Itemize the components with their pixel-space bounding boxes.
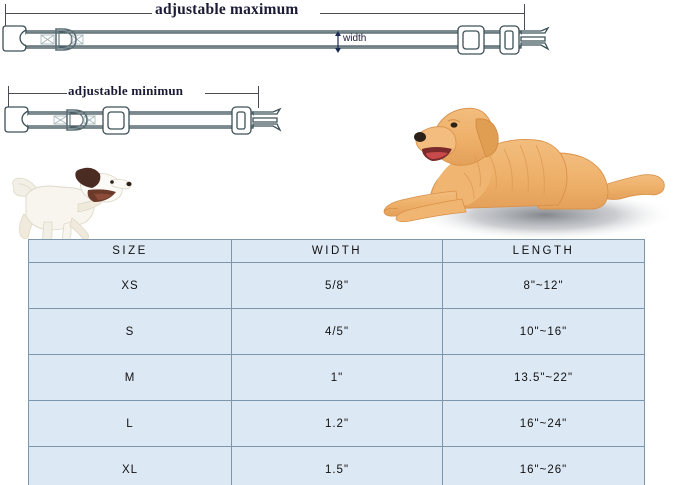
cell-width: 5/8"	[231, 262, 443, 309]
lying-golden-retriever-illustration	[370, 95, 679, 245]
size-chart-table: SIZE WIDTH LENGTH XS 5/8" 8"~12" S 4/5" …	[28, 239, 645, 485]
cell-width: 4/5"	[231, 308, 443, 355]
dim-max-line-right	[320, 13, 524, 14]
dim-min-line-left	[9, 93, 67, 94]
dim-max-line-left	[6, 13, 152, 14]
cell-length: 13.5"~22"	[442, 354, 645, 401]
table-header-row: SIZE WIDTH LENGTH	[28, 239, 645, 263]
cell-length: 16"~26"	[442, 446, 645, 485]
width-label: width	[343, 33, 367, 44]
cell-size: M	[28, 354, 232, 401]
cell-length: 10"~16"	[442, 308, 645, 355]
adjustable-minimum-label: adjustable minimun	[68, 83, 184, 98]
table-row: XL 1.5" 16"~26"	[28, 446, 645, 485]
cell-width: 1"	[231, 354, 443, 401]
adjustable-maximum-label: adjustable maximum	[155, 1, 299, 18]
column-header-size: SIZE	[28, 239, 232, 263]
cell-size: XS	[28, 262, 232, 309]
table-row: S 4/5" 10"~16"	[28, 308, 645, 355]
table-row: XS 5/8" 8"~12"	[28, 262, 645, 309]
dim-max-left-tick	[5, 4, 6, 30]
collar-diagram-minimum-icon	[0, 102, 310, 146]
dim-min-line-right	[205, 93, 258, 94]
dim-min-right-tick	[258, 86, 259, 108]
cell-width: 1.2"	[231, 400, 443, 447]
table-row: M 1" 13.5"~22"	[28, 354, 645, 401]
table-row: L 1.2" 16"~24"	[28, 400, 645, 447]
cell-size: S	[28, 308, 232, 355]
cell-length: 16"~24"	[442, 400, 645, 447]
column-header-width: WIDTH	[231, 239, 443, 263]
dim-min-left-tick	[8, 86, 9, 108]
cell-length: 8"~12"	[442, 262, 645, 309]
width-dimension-arrow	[332, 30, 346, 54]
collar-diagram-maximum-icon	[0, 20, 580, 68]
cell-size: XL	[28, 446, 232, 485]
dim-max-right-tick	[524, 4, 525, 30]
column-header-length: LENGTH	[442, 239, 645, 263]
cell-size: L	[28, 400, 232, 447]
running-dog-illustration	[8, 158, 138, 250]
cell-width: 1.5"	[231, 446, 443, 485]
